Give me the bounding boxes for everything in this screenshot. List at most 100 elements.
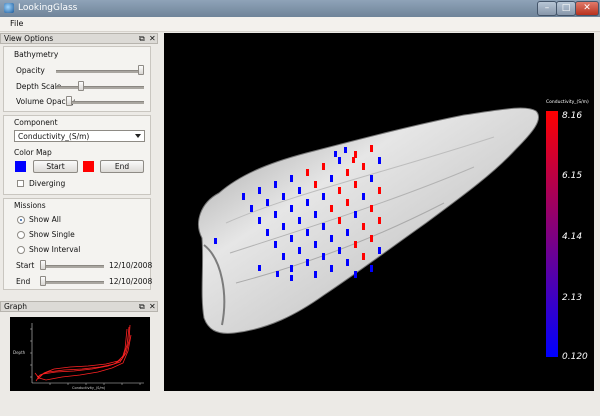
sample-point [370, 265, 373, 272]
component-select[interactable]: Conductivity_(S/m) [14, 130, 145, 142]
sample-point [362, 223, 365, 230]
graph-title: Graph [4, 302, 28, 311]
sample-point [298, 217, 301, 224]
show-single-radio[interactable] [17, 231, 25, 239]
sample-point [282, 223, 285, 230]
sample-point [338, 217, 341, 224]
sample-point [378, 157, 381, 164]
terrain-contour [225, 136, 495, 224]
missions-group [3, 198, 151, 290]
sample-point [298, 187, 301, 194]
graph-x-label: Conductivity_(S/m) [72, 386, 106, 390]
minimize-button[interactable]: – [537, 1, 557, 16]
bathymetry-surface [198, 107, 539, 334]
sample-point [274, 181, 277, 188]
sample-point [298, 247, 301, 254]
sample-point [258, 187, 261, 194]
graph-y-label: Depth [13, 350, 26, 355]
sample-point [290, 275, 293, 281]
sample-point [314, 241, 317, 248]
end-color-button[interactable]: End [100, 160, 144, 173]
volume-opacity-slider-track[interactable] [66, 101, 144, 104]
graph-y-ticks [30, 328, 32, 378]
show-interval-radio[interactable] [17, 246, 25, 254]
sample-point [306, 199, 309, 206]
menu-file[interactable]: File [10, 19, 24, 28]
sample-point [258, 217, 261, 224]
sample-point [354, 181, 357, 188]
close-icon[interactable]: ✕ [149, 302, 156, 311]
opacity-slider-track[interactable] [56, 70, 144, 73]
sample-point [306, 229, 309, 236]
start-date-label: Start [16, 261, 35, 270]
sample-point [214, 238, 217, 244]
start-color-swatch [15, 161, 26, 172]
chevron-down-icon [135, 134, 141, 138]
start-date-slider-thumb[interactable] [40, 260, 46, 270]
colorbar-tick-label: 8.16 [562, 111, 582, 121]
sample-point [274, 241, 277, 248]
sample-point [274, 211, 277, 218]
diverging-label: Diverging [29, 179, 66, 188]
color-map-label: Color Map [14, 148, 52, 157]
sample-point [362, 253, 365, 260]
float-icon[interactable]: ⧉ [139, 34, 145, 43]
maximize-button[interactable]: □ [556, 1, 576, 16]
start-color-button[interactable]: Start [33, 160, 78, 173]
depth-scale-slider-track[interactable] [56, 86, 144, 89]
sample-point [306, 169, 309, 176]
sample-point [330, 205, 333, 212]
window-title: LookingGlass [18, 3, 78, 13]
sample-point [242, 193, 245, 200]
sample-point [322, 223, 325, 230]
sample-point [258, 265, 261, 271]
sample-point [378, 247, 381, 254]
sample-point [354, 241, 357, 248]
sample-point [338, 157, 341, 164]
colorbar [546, 111, 558, 357]
sample-point [322, 253, 325, 260]
close-icon[interactable]: ✕ [149, 34, 156, 43]
sample-point [378, 187, 381, 194]
sample-point [338, 187, 341, 194]
sample-point [354, 211, 357, 218]
show-all-radio[interactable] [17, 216, 25, 224]
colorbar-tick-label: 6.15 [562, 171, 582, 181]
component-select-value: Conductivity_(S/m) [18, 132, 90, 141]
sample-point [344, 147, 347, 153]
volume-opacity-slider-thumb[interactable] [66, 96, 72, 106]
terrain-ridge [203, 244, 226, 326]
sample-point [330, 235, 333, 242]
volume-opacity-label: Volume Opacity [16, 97, 76, 106]
3d-viewport[interactable]: Conductivity_(S/m) 8.16 6.15 4.14 2.13 0… [164, 33, 594, 391]
depth-profile-plot: Depth Conductivity_(S/m) [13, 323, 144, 390]
diverging-checkbox[interactable] [17, 180, 24, 187]
graph-x-ticks [49, 383, 141, 385]
end-date-slider-track[interactable] [40, 281, 104, 284]
sample-point [290, 235, 293, 242]
sample-point [306, 259, 309, 266]
sample-point [338, 247, 341, 254]
component-label: Component [14, 118, 58, 127]
end-date-slider-thumb[interactable] [40, 276, 46, 286]
sample-point [266, 229, 269, 236]
start-date-value: 12/10/2008 [109, 261, 153, 270]
sample-point [370, 175, 373, 182]
bathymetry-scene[interactable]: Conductivity_(S/m) 8.16 6.15 4.14 2.13 0… [164, 33, 594, 391]
end-color-swatch [83, 161, 94, 172]
show-single-label: Show Single [29, 230, 75, 239]
close-button[interactable]: ✕ [575, 1, 599, 16]
sample-point [290, 265, 293, 272]
graph-dock-header: Graph ⧉ ✕ [0, 301, 158, 312]
sample-point [314, 181, 317, 188]
float-icon[interactable]: ⧉ [139, 302, 145, 311]
depth-scale-slider-thumb[interactable] [78, 81, 84, 91]
start-date-slider-track[interactable] [40, 265, 104, 268]
end-date-label: End [16, 277, 31, 286]
depth-scale-label: Depth Scale [16, 82, 62, 91]
depth-profile-graph: Depth Conductivity_(S/m) [10, 317, 150, 391]
missions-label: Missions [14, 201, 46, 210]
sample-point [346, 169, 349, 176]
show-all-label: Show All [29, 215, 61, 224]
opacity-slider-thumb[interactable] [138, 65, 144, 75]
